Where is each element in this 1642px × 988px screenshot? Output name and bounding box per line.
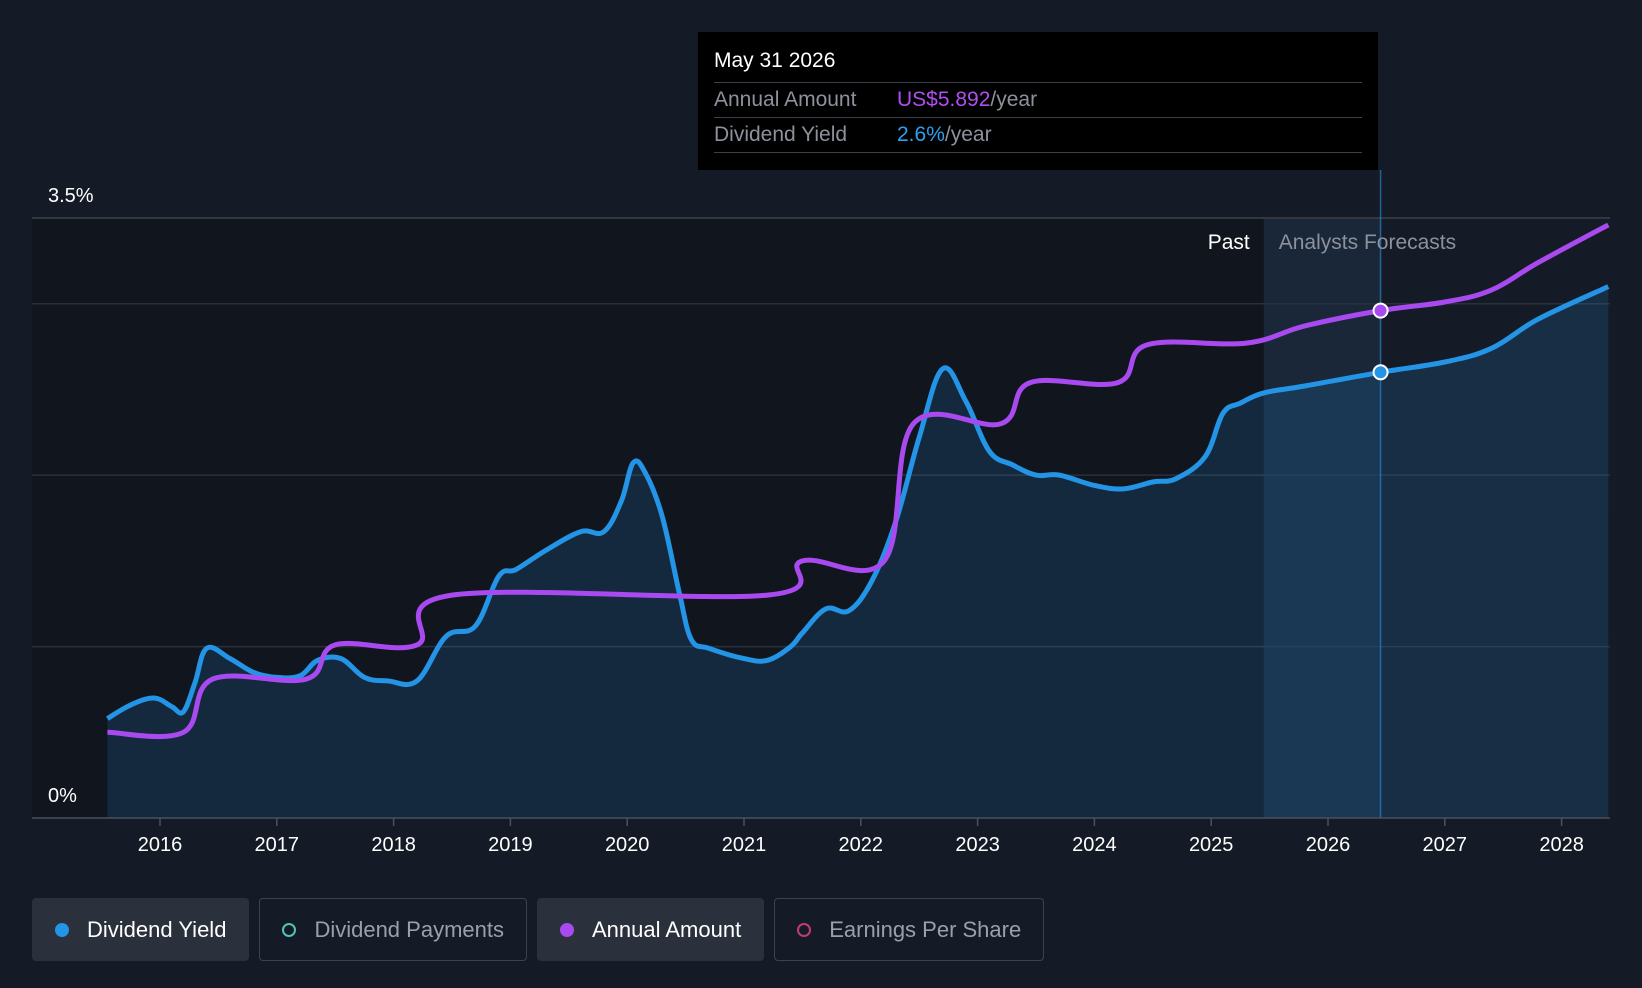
annual-amount-marker[interactable] (1372, 302, 1389, 319)
legend-label: Dividend Payments (314, 916, 504, 942)
legend-label: Earnings Per Share (829, 916, 1022, 942)
x-tick-label: 2024 (1072, 834, 1117, 856)
tooltip-unit: /year (944, 123, 992, 146)
tooltip-date: May 31 2026 (714, 49, 836, 72)
x-tick-label: 2016 (138, 834, 183, 856)
dividend-chart: 3.5% 0% Past Analysts Forecasts 2016 2017… (32, 170, 1610, 856)
x-tick-label: 2025 (1189, 834, 1234, 856)
past-label: Past (1208, 231, 1250, 254)
x-tick-label: 2023 (955, 834, 1000, 856)
legend-dot-icon (55, 922, 69, 937)
x-tick-label: 2028 (1539, 834, 1584, 856)
legend-earnings-per-share[interactable]: Earnings Per Share (774, 898, 1045, 961)
x-tick-label: 2022 (839, 834, 884, 856)
tooltip-row-dividend-yield: Dividend Yield 2.6% /year (714, 117, 1362, 153)
x-tick-label: 2027 (1423, 834, 1468, 856)
legend: Dividend Yield Dividend Payments Annual … (32, 898, 1054, 961)
x-tick-label: 2019 (488, 834, 533, 856)
x-tick-label: 2021 (722, 834, 767, 856)
y-tick-top: 3.5% (48, 185, 94, 207)
legend-dot-icon (797, 922, 812, 937)
legend-annual-amount[interactable]: Annual Amount (536, 898, 765, 961)
past-shade (32, 218, 1264, 818)
tooltip-value: US$5.892 (897, 88, 991, 111)
dividend-yield-line (106, 284, 1610, 721)
legend-dividend-payments[interactable]: Dividend Payments (259, 898, 527, 961)
legend-dot-icon (559, 922, 574, 937)
x-tick-label: 2020 (605, 834, 650, 856)
x-tick-label: 2026 (1306, 834, 1351, 856)
grid-lines (32, 217, 1610, 648)
x-tick-label: 2018 (371, 834, 416, 856)
tooltip-row-annual-amount: Annual Amount US$5.892 /year (714, 82, 1362, 117)
tooltip-unit: /year (990, 88, 1038, 111)
forecast-shade (1263, 218, 1381, 818)
tooltip-label: Annual Amount (714, 88, 857, 111)
legend-label: Dividend Yield (87, 916, 227, 942)
y-tick-bottom: 0% (48, 785, 77, 807)
tooltip: May 31 2026 Annual Amount US$5.892 /year… (698, 32, 1378, 170)
legend-dividend-yield[interactable]: Dividend Yield (32, 898, 250, 961)
tooltip-value: 2.6% (897, 123, 945, 146)
x-axis-ticks: 2016 2017 2018 2019 2020 2021 2022 2023 2024 2025… (138, 818, 1584, 856)
tooltip-label: Dividend Yield (714, 123, 848, 146)
legend-label: Annual Amount (591, 916, 742, 942)
dividend-yield-area (107, 286, 1609, 819)
forecast-label: Analysts Forecasts (1279, 231, 1456, 254)
legend-dot-icon (282, 922, 297, 937)
dividend-yield-marker[interactable] (1372, 364, 1389, 381)
x-tick-label: 2017 (255, 834, 300, 856)
